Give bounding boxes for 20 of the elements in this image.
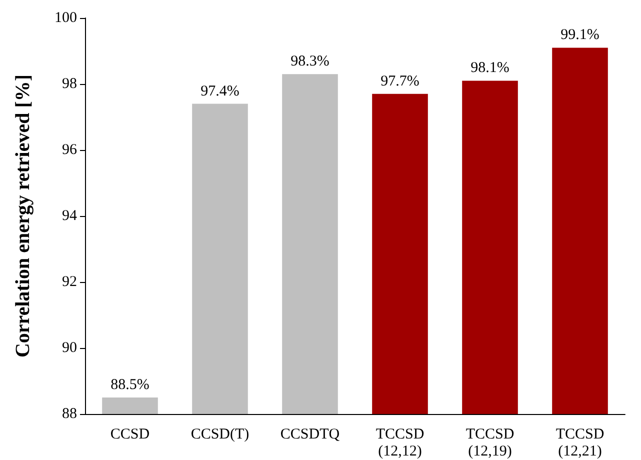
y-tick-label: 90 bbox=[62, 340, 77, 356]
data-label: 88.5% bbox=[110, 377, 150, 393]
y-tick-label: 88 bbox=[62, 406, 77, 422]
data-label: 98.1% bbox=[470, 60, 510, 76]
y-tick-label: 98 bbox=[62, 76, 77, 92]
y-tick-label: 96 bbox=[62, 142, 78, 158]
x-tick-label: CCSDTQ bbox=[280, 426, 340, 442]
x-tick-label: TCCSD (12,19) bbox=[466, 426, 514, 460]
y-axis-title: Correlation energy retrieved [%] bbox=[12, 74, 34, 358]
data-label: 98.3% bbox=[290, 54, 330, 70]
data-label: 97.4% bbox=[200, 83, 240, 100]
y-tick-label: 94 bbox=[62, 208, 78, 224]
x-tick-label: CCSD bbox=[110, 426, 150, 442]
data-label: 97.7% bbox=[380, 73, 420, 90]
data-label: 99.1% bbox=[560, 27, 600, 44]
x-tick-label: CCSD(T) bbox=[190, 426, 250, 442]
y-tick-label: 100 bbox=[54, 10, 77, 26]
y-tick-label: 92 bbox=[62, 274, 77, 290]
x-tick-label: TCCSD (12,12) bbox=[376, 426, 424, 460]
x-tick-label: TCCSD (12,21) bbox=[556, 426, 604, 460]
